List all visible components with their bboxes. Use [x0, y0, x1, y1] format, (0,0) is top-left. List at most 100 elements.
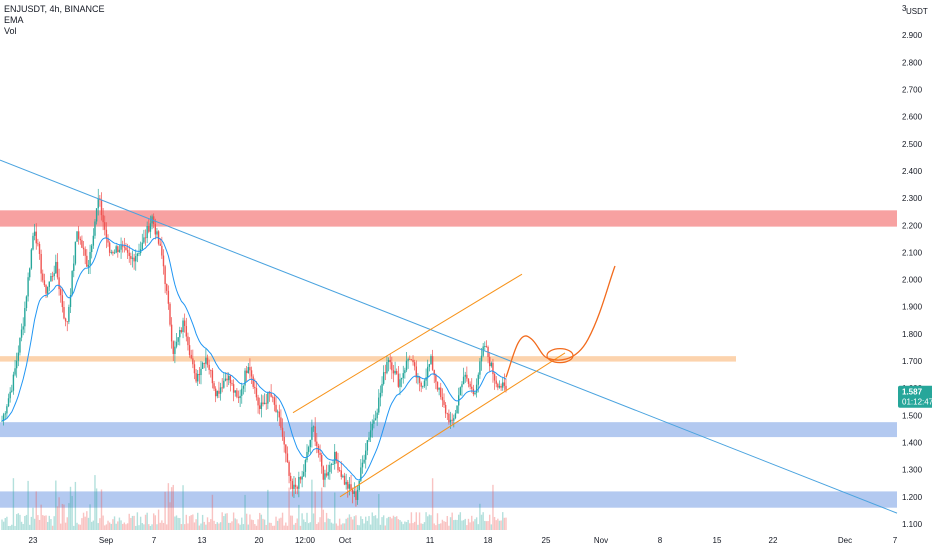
zone-pivot[interactable] [0, 356, 736, 362]
candle-body [223, 380, 225, 388]
volume-bar [291, 515, 294, 530]
candle-body [286, 453, 289, 463]
price-tick: 1.200 [902, 493, 923, 502]
volume-bar [365, 516, 367, 530]
candle-body [466, 374, 468, 379]
time-axis[interactable]: 23 Sep 7 13 20 12:00 Oct 11 18 25 Nov 8 15 22 Dec 7 [29, 536, 898, 545]
candle-body [330, 464, 333, 466]
candle-body [467, 378, 470, 384]
candle-body [413, 362, 416, 367]
candle-body [495, 380, 497, 384]
price-axis[interactable]: 3 2.900 2.800 2.700 2.600 2.500 2.400 2.300 2.20… [902, 4, 923, 529]
candle-body [32, 235, 34, 250]
volume-bar [107, 520, 109, 530]
volume-bar [457, 514, 460, 530]
candle-body [195, 373, 197, 382]
candle-body [272, 396, 274, 398]
price-tick: 1.800 [902, 330, 923, 339]
volume-bar [61, 503, 64, 530]
symbol-title[interactable]: ENJUSDT, 4h, BINANCE [4, 4, 105, 14]
volume-bar [183, 524, 186, 530]
descending-trendline[interactable] [0, 159, 898, 514]
volume-bar [399, 520, 401, 530]
zone-resistance[interactable] [0, 210, 897, 227]
volume-bar [420, 523, 422, 530]
channel-lower-line[interactable] [339, 352, 566, 498]
volume-bar [121, 523, 124, 530]
candle-body [342, 475, 344, 477]
candle-body [347, 481, 349, 489]
candle-body [169, 303, 171, 325]
candle-body [485, 346, 488, 347]
candle-body [337, 460, 339, 471]
candle-body [64, 318, 67, 322]
candle-body [97, 198, 99, 209]
candle-body [484, 346, 486, 347]
volume-bar [338, 518, 341, 530]
candle-body [157, 231, 160, 244]
candle-body [236, 390, 238, 397]
volume-bar [228, 522, 230, 530]
candle-body [170, 324, 173, 342]
candle-body [394, 370, 396, 374]
volume-bar [283, 525, 285, 530]
time-tick: Oct [339, 536, 352, 545]
volume-bar [50, 519, 52, 530]
volume-bar [14, 525, 16, 530]
candle-body [126, 249, 129, 253]
candle-body [262, 402, 264, 405]
volume-bar [56, 506, 59, 530]
volume-bar [156, 524, 158, 530]
time-tick: 22 [769, 536, 778, 545]
candle-body [138, 253, 140, 254]
candle-body [374, 418, 377, 421]
volume-bar [417, 524, 419, 530]
candle-body [384, 372, 387, 374]
volume-bar [384, 525, 387, 530]
volume-bar [376, 518, 378, 530]
volume-bar [104, 525, 106, 530]
candle-body [417, 376, 419, 378]
candle-body [276, 411, 279, 413]
projection-loop[interactable] [546, 348, 574, 364]
price-tick: 1.100 [902, 520, 923, 529]
volume-bar [144, 514, 147, 530]
volume-bar [373, 515, 375, 530]
volume-bar [218, 523, 220, 530]
volume-bar [337, 525, 339, 530]
volume-bar [350, 516, 352, 530]
zone-support[interactable] [0, 422, 897, 438]
volume-bar [355, 515, 357, 530]
candle-body [120, 245, 122, 250]
volume-bar [505, 517, 507, 530]
time-tick: 23 [29, 536, 38, 545]
volume-bar [345, 518, 347, 530]
volume-bar [382, 515, 385, 530]
volume-bar [118, 517, 121, 530]
candle-body [43, 280, 46, 286]
volume-bar [89, 504, 91, 530]
channel-upper-line[interactable] [292, 273, 523, 414]
volume-bar [356, 524, 359, 530]
zone-support-low[interactable] [0, 491, 897, 508]
candle-body [409, 359, 411, 360]
volume-bar [195, 519, 197, 530]
candle-body [197, 373, 199, 382]
volume-bar [179, 518, 181, 530]
time-tick: 11 [426, 536, 435, 545]
volume-bar [74, 481, 77, 530]
candle-body [443, 400, 445, 405]
candle-body [348, 484, 351, 489]
price-badge-countdown: 01:12:47 [902, 398, 932, 407]
volume-bar [84, 516, 86, 530]
vol-indicator-label[interactable]: Vol [4, 26, 17, 36]
candle-body [50, 275, 52, 282]
candle-body [146, 225, 148, 239]
ema-indicator-label[interactable]: EMA [4, 15, 24, 25]
volume-bar [73, 525, 75, 530]
time-tick: 7 [152, 536, 157, 545]
volume-bar [112, 519, 114, 530]
candle-body [446, 413, 448, 415]
candle-body [208, 364, 210, 370]
